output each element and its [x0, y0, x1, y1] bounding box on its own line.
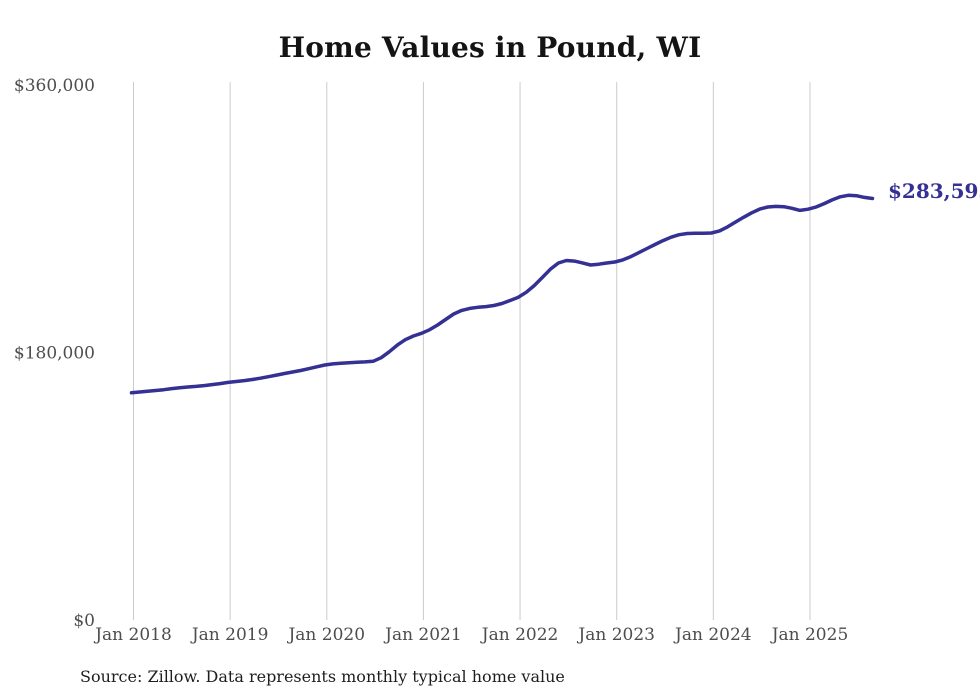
- x-tick-label: Jan 2018: [93, 625, 172, 645]
- x-tick-label: Jan 2023: [576, 625, 655, 645]
- x-tick-label: Jan 2025: [770, 625, 849, 645]
- x-tick-label: Jan 2022: [480, 625, 559, 645]
- x-tick-label: Jan 2019: [190, 625, 269, 645]
- x-tick-label: Jan 2021: [383, 625, 462, 645]
- source-note: Source: Zillow. Data represents monthly …: [80, 667, 565, 686]
- x-tick-label: Jan 2020: [286, 625, 365, 645]
- chart-title: Home Values in Pound, WI: [278, 31, 702, 64]
- y-tick-label: $0: [73, 611, 95, 631]
- x-tick-label: Jan 2024: [673, 625, 752, 645]
- y-tick-label: $360,000: [14, 76, 95, 96]
- latest-value-label: $283,593: [888, 179, 980, 203]
- y-tick-label: $180,000: [14, 344, 95, 364]
- value-line: [129, 193, 875, 395]
